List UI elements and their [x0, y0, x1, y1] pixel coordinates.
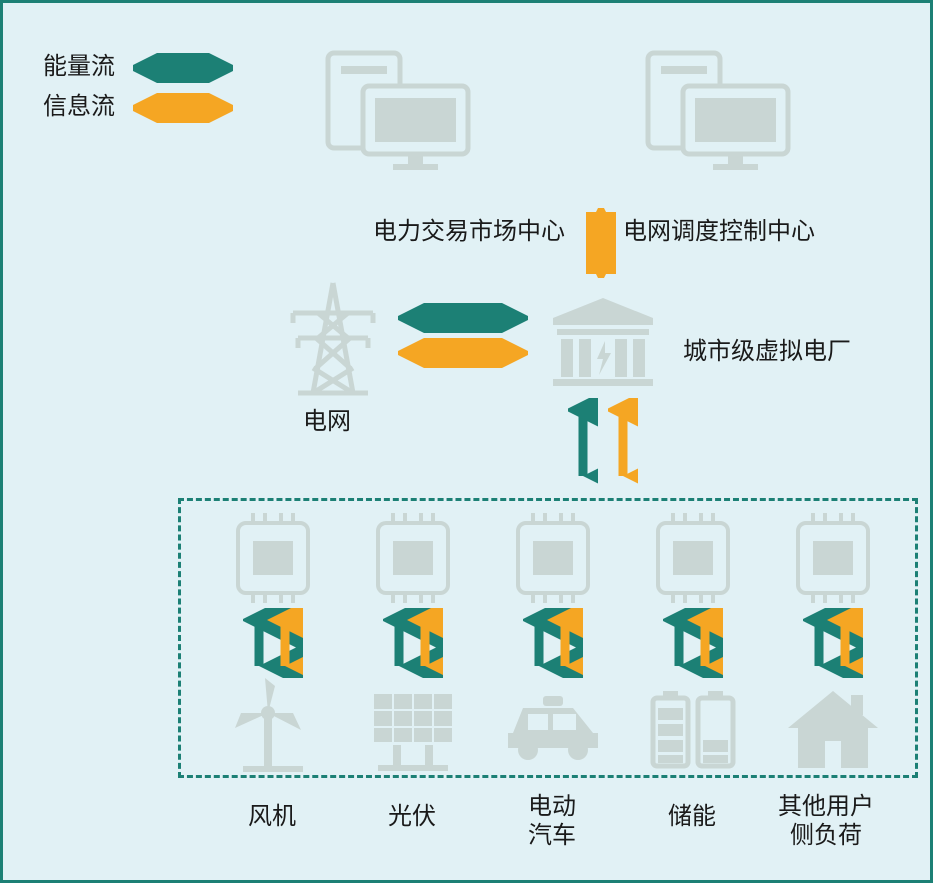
grid-tower-icon: [283, 278, 383, 398]
diagram-canvas: 能量流 信息流 电力交易市场中心 电网调度控制中心: [0, 0, 933, 883]
legend-info-arrow-icon: [133, 93, 233, 123]
solar-panel-icon: [363, 683, 463, 773]
house-icon: [783, 683, 883, 773]
ev-link-arrows-icon: [523, 608, 583, 678]
dispatch-center-label: 电网调度控制中心: [623, 218, 815, 247]
grid-vpp-energy-arrow-icon: [398, 303, 528, 333]
wind-turbine-icon: [223, 678, 323, 773]
storage-link-arrows-icon: [663, 608, 723, 678]
wind-label: 风机: [248, 803, 296, 832]
chip-pv-icon: [368, 513, 458, 603]
battery-icon: [643, 683, 743, 773]
vpp-label: 城市级虚拟电厂: [683, 338, 851, 367]
wind-link-arrows-icon: [243, 608, 303, 678]
load-label: 其他用户 侧负荷: [778, 793, 874, 851]
vpp-down-energy-arrow-icon: [568, 398, 598, 488]
load-link-arrows-icon: [803, 608, 863, 678]
pv-link-arrows-icon: [383, 608, 443, 678]
pv-label: 光伏: [388, 803, 436, 832]
vpp-building-icon: [543, 293, 663, 388]
grid-label: 电网: [303, 408, 351, 437]
market-computer-icon: [323, 48, 473, 178]
legend-energy-label: 能量流: [43, 53, 115, 82]
chip-wind-icon: [228, 513, 318, 603]
chip-storage-icon: [648, 513, 738, 603]
grid-vpp-info-arrow-icon: [398, 338, 528, 368]
vpp-down-info-arrow-icon: [608, 398, 638, 488]
market-dispatch-arrow-icon: [586, 208, 616, 278]
storage-label: 储能: [668, 803, 716, 832]
legend-energy-arrow-icon: [133, 53, 233, 83]
legend-info-label: 信息流: [43, 93, 115, 122]
car-icon: [498, 688, 608, 768]
ev-label: 电动 汽车: [528, 793, 576, 851]
market-center-label: 电力交易市场中心: [373, 218, 565, 247]
dispatch-computer-icon: [643, 48, 793, 178]
chip-load-icon: [788, 513, 878, 603]
chip-ev-icon: [508, 513, 598, 603]
